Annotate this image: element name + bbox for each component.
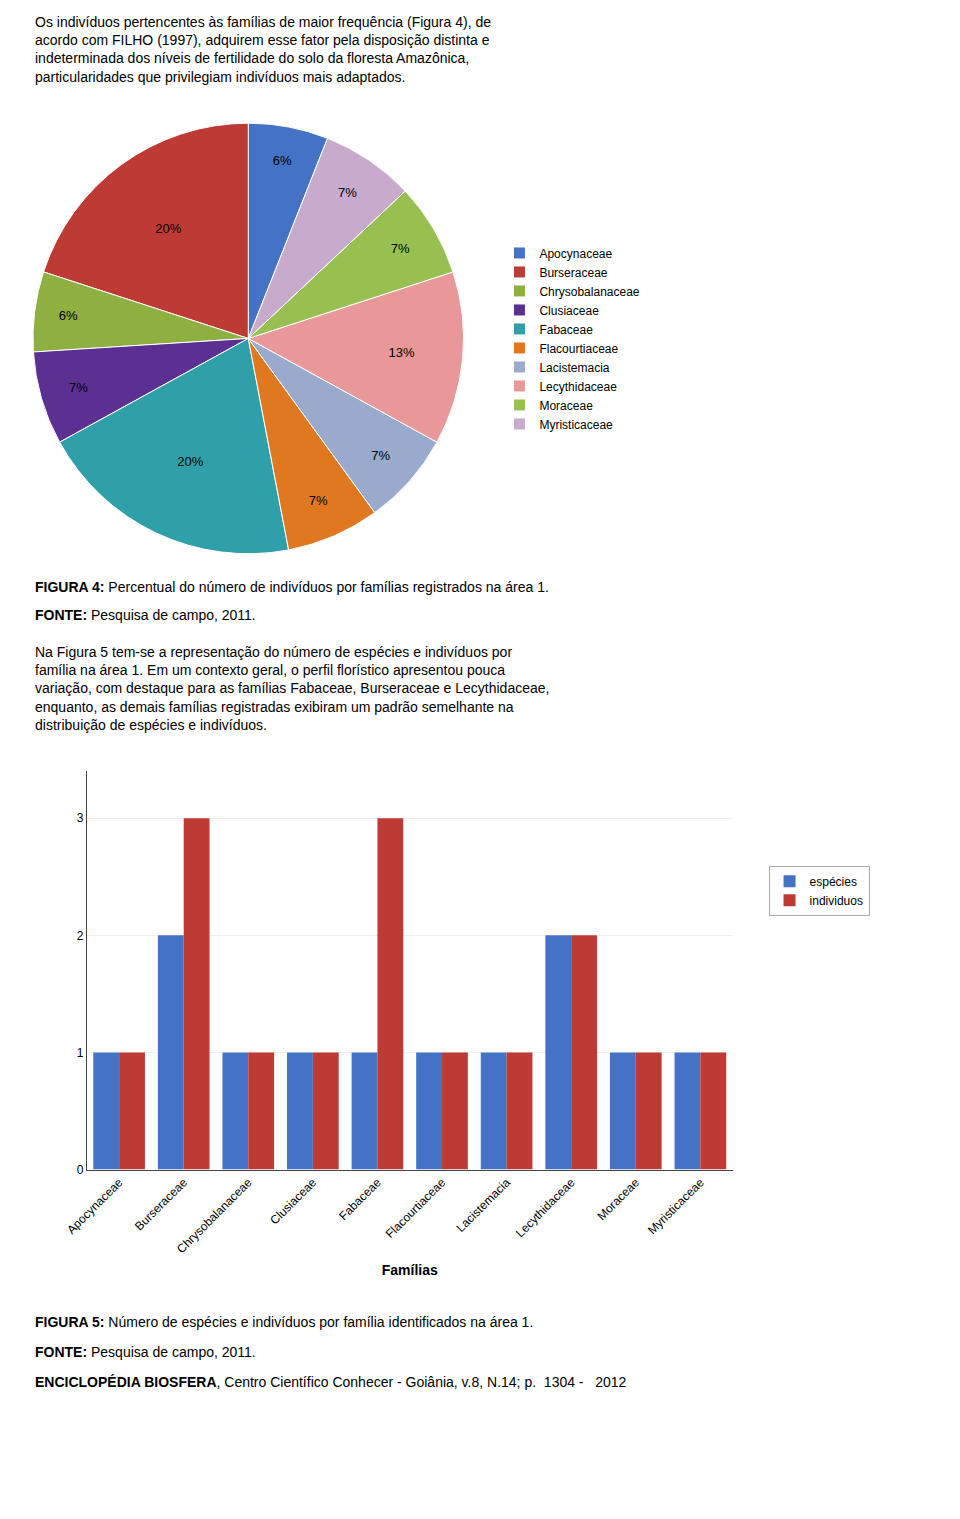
svg-text:13%: 13% <box>388 345 414 360</box>
svg-text:Fabaceae: Fabaceae <box>539 323 593 337</box>
svg-text:Lacistemacia: Lacistemacia <box>539 361 609 375</box>
svg-text:FIGURA 5: Número de espécies e: FIGURA 5: Número de espécies e indivíduo… <box>35 1314 533 1330</box>
svg-text:Lacistemacia: Lacistemacia <box>454 1175 514 1235</box>
svg-text:Flacourtiaceae: Flacourtiaceae <box>383 1175 449 1241</box>
svg-text:Clusiaceae: Clusiaceae <box>539 304 599 318</box>
svg-text:Burseraceae: Burseraceae <box>132 1175 190 1233</box>
svg-text:7%: 7% <box>69 380 88 395</box>
svg-text:Famílias: Famílias <box>382 1262 438 1278</box>
svg-text:Moraceae: Moraceae <box>539 399 593 413</box>
svg-text:FONTE: Pesquisa de campo, 2011: FONTE: Pesquisa de campo, 2011. <box>35 607 256 623</box>
svg-text:7%: 7% <box>309 493 328 508</box>
svg-text:Lecythidaceae: Lecythidaceae <box>539 380 617 394</box>
svg-text:7%: 7% <box>338 185 357 200</box>
svg-text:Moraceae: Moraceae <box>595 1175 643 1223</box>
svg-text:Myristicaceae: Myristicaceae <box>539 418 613 432</box>
svg-text:3: 3 <box>77 811 84 825</box>
svg-text:Na Figura 5 tem-se a represent: Na Figura 5 tem-se a representação do nú… <box>35 644 549 733</box>
svg-text:Fabaceae: Fabaceae <box>336 1175 384 1223</box>
svg-text:Flacourtiaceae: Flacourtiaceae <box>539 342 618 356</box>
svg-text:Myristicaceae: Myristicaceae <box>645 1175 707 1237</box>
svg-text:Lecythidaceae: Lecythidaceae <box>513 1175 578 1240</box>
svg-text:20%: 20% <box>155 221 181 236</box>
svg-text:FONTE: Pesquisa de campo, 2011: FONTE: Pesquisa de campo, 2011. <box>35 1344 256 1360</box>
svg-text:Chrysobalanaceae: Chrysobalanaceae <box>174 1175 255 1256</box>
svg-text:Apocynaceae: Apocynaceae <box>539 247 612 261</box>
svg-text:Chrysobalanaceae: Chrysobalanaceae <box>539 285 639 299</box>
svg-text:FIGURA 4: Percentual do número: FIGURA 4: Percentual do número de indiví… <box>35 579 549 595</box>
svg-text:Apocynaceae: Apocynaceae <box>64 1175 126 1237</box>
svg-text:6%: 6% <box>59 308 78 323</box>
svg-text:20%: 20% <box>177 454 203 469</box>
svg-text:7%: 7% <box>391 241 410 256</box>
svg-text:0: 0 <box>77 1163 84 1177</box>
svg-text:1: 1 <box>77 1046 84 1060</box>
svg-text:espécies: espécies <box>810 875 857 889</box>
svg-text:ENCICLOPÉDIA BIOSFERA, Centro: ENCICLOPÉDIA BIOSFERA, Centro Científico… <box>35 1374 627 1390</box>
svg-text:Clusiaceae: Clusiaceae <box>267 1175 319 1227</box>
svg-text:2: 2 <box>77 929 84 943</box>
svg-text:Burseraceae: Burseraceae <box>539 266 607 280</box>
svg-text:6%: 6% <box>273 153 292 168</box>
svg-text:individuos: individuos <box>810 894 863 908</box>
svg-text:Os indivíduos pertencentes às: Os indivíduos pertencentes às famílias d… <box>35 14 491 85</box>
svg-text:7%: 7% <box>371 448 390 463</box>
